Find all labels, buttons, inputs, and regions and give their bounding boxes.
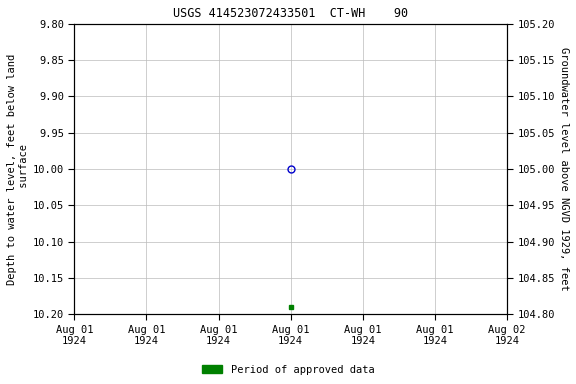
Legend: Period of approved data: Period of approved data [198,361,378,379]
Y-axis label: Depth to water level, feet below land
 surface: Depth to water level, feet below land su… [7,53,29,285]
Y-axis label: Groundwater level above NGVD 1929, feet: Groundwater level above NGVD 1929, feet [559,47,569,291]
Title: USGS 414523072433501  CT-WH    90: USGS 414523072433501 CT-WH 90 [173,7,408,20]
